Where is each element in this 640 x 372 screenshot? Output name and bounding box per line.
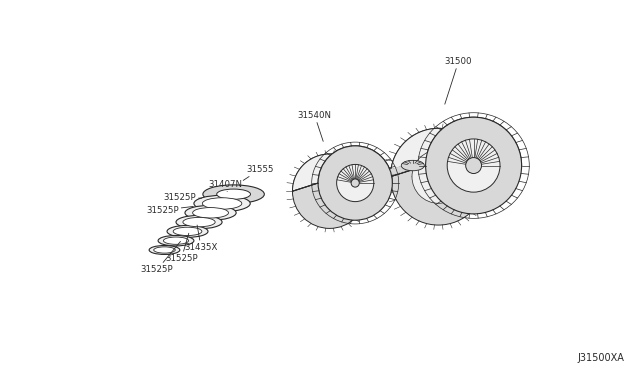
Ellipse shape xyxy=(466,158,481,173)
Ellipse shape xyxy=(163,237,189,244)
Ellipse shape xyxy=(401,160,424,171)
Ellipse shape xyxy=(390,128,486,225)
Ellipse shape xyxy=(447,139,500,192)
Ellipse shape xyxy=(173,227,202,235)
Ellipse shape xyxy=(167,225,208,237)
Text: 31525P: 31525P xyxy=(146,206,193,215)
Text: 31540N: 31540N xyxy=(298,111,332,141)
Polygon shape xyxy=(355,163,413,185)
Ellipse shape xyxy=(185,205,236,220)
Ellipse shape xyxy=(202,198,242,209)
Polygon shape xyxy=(292,146,392,191)
Ellipse shape xyxy=(337,164,374,202)
Ellipse shape xyxy=(412,150,465,203)
Ellipse shape xyxy=(194,195,250,212)
Text: 31525P: 31525P xyxy=(163,193,202,202)
Ellipse shape xyxy=(351,179,359,187)
Text: 31525P: 31525P xyxy=(141,241,180,274)
Text: 31435X: 31435X xyxy=(184,225,218,252)
Ellipse shape xyxy=(217,189,250,199)
Ellipse shape xyxy=(318,146,392,220)
Ellipse shape xyxy=(426,117,522,214)
Ellipse shape xyxy=(292,154,367,228)
Ellipse shape xyxy=(158,235,194,246)
Ellipse shape xyxy=(176,215,222,229)
Text: 31525P: 31525P xyxy=(165,233,198,263)
Text: 31500: 31500 xyxy=(445,57,472,104)
Ellipse shape xyxy=(193,208,228,218)
Ellipse shape xyxy=(149,246,180,254)
Text: J31500XA: J31500XA xyxy=(577,353,624,363)
Text: 31555: 31555 xyxy=(243,165,274,180)
Polygon shape xyxy=(390,117,522,177)
Text: 31407N: 31407N xyxy=(208,180,242,192)
Ellipse shape xyxy=(183,217,215,227)
Ellipse shape xyxy=(203,185,264,203)
Ellipse shape xyxy=(154,247,175,253)
